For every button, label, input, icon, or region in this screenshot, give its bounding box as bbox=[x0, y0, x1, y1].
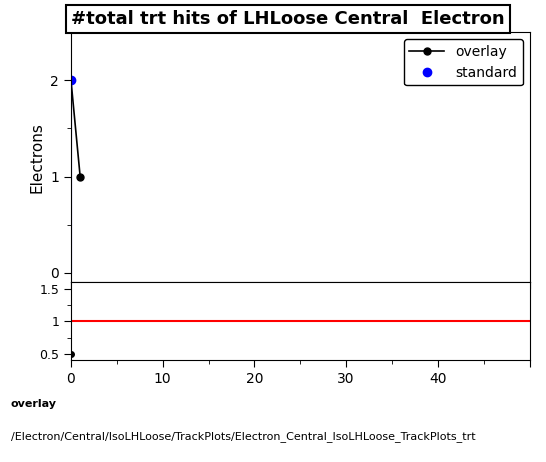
Y-axis label: Electrons: Electrons bbox=[29, 122, 45, 193]
overlay bbox=[68, 78, 74, 83]
Line: overlay: overlay bbox=[68, 77, 84, 180]
Text: #total trt hits of LHLoose Central  Electron: #total trt hits of LHLoose Central Elect… bbox=[71, 10, 505, 28]
Legend: overlay, standard: overlay, standard bbox=[404, 39, 523, 85]
overlay bbox=[77, 174, 84, 179]
Text: overlay: overlay bbox=[11, 399, 57, 408]
Text: /Electron/Central/IsoLHLoose/TrackPlots/Electron_Central_IsoLHLoose_TrackPlots_t: /Electron/Central/IsoLHLoose/TrackPlots/… bbox=[11, 431, 476, 442]
